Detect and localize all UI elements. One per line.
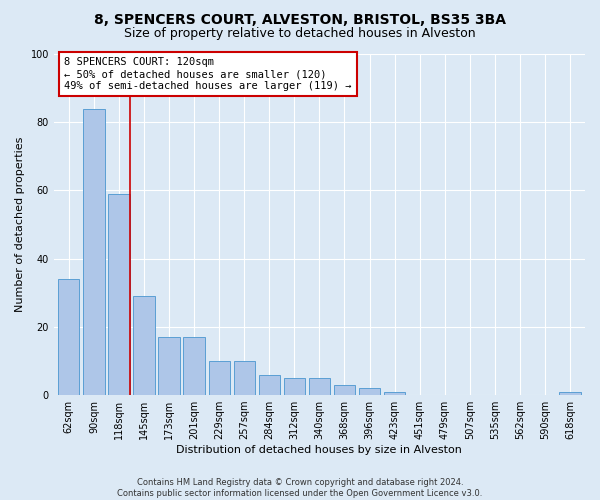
Text: Contains HM Land Registry data © Crown copyright and database right 2024.
Contai: Contains HM Land Registry data © Crown c… xyxy=(118,478,482,498)
Bar xyxy=(108,194,130,395)
Bar xyxy=(359,388,380,395)
Bar xyxy=(83,108,104,395)
Bar xyxy=(158,337,180,395)
Text: 8, SPENCERS COURT, ALVESTON, BRISTOL, BS35 3BA: 8, SPENCERS COURT, ALVESTON, BRISTOL, BS… xyxy=(94,12,506,26)
Y-axis label: Number of detached properties: Number of detached properties xyxy=(15,137,25,312)
Bar xyxy=(559,392,581,395)
Bar xyxy=(309,378,330,395)
Bar xyxy=(133,296,155,395)
Bar xyxy=(259,374,280,395)
Bar xyxy=(184,337,205,395)
Bar xyxy=(384,392,405,395)
X-axis label: Distribution of detached houses by size in Alveston: Distribution of detached houses by size … xyxy=(176,445,463,455)
Bar xyxy=(209,361,230,395)
Text: 8 SPENCERS COURT: 120sqm
← 50% of detached houses are smaller (120)
49% of semi-: 8 SPENCERS COURT: 120sqm ← 50% of detach… xyxy=(64,58,352,90)
Bar xyxy=(284,378,305,395)
Text: Size of property relative to detached houses in Alveston: Size of property relative to detached ho… xyxy=(124,28,476,40)
Bar xyxy=(233,361,255,395)
Bar xyxy=(58,279,79,395)
Bar xyxy=(334,385,355,395)
